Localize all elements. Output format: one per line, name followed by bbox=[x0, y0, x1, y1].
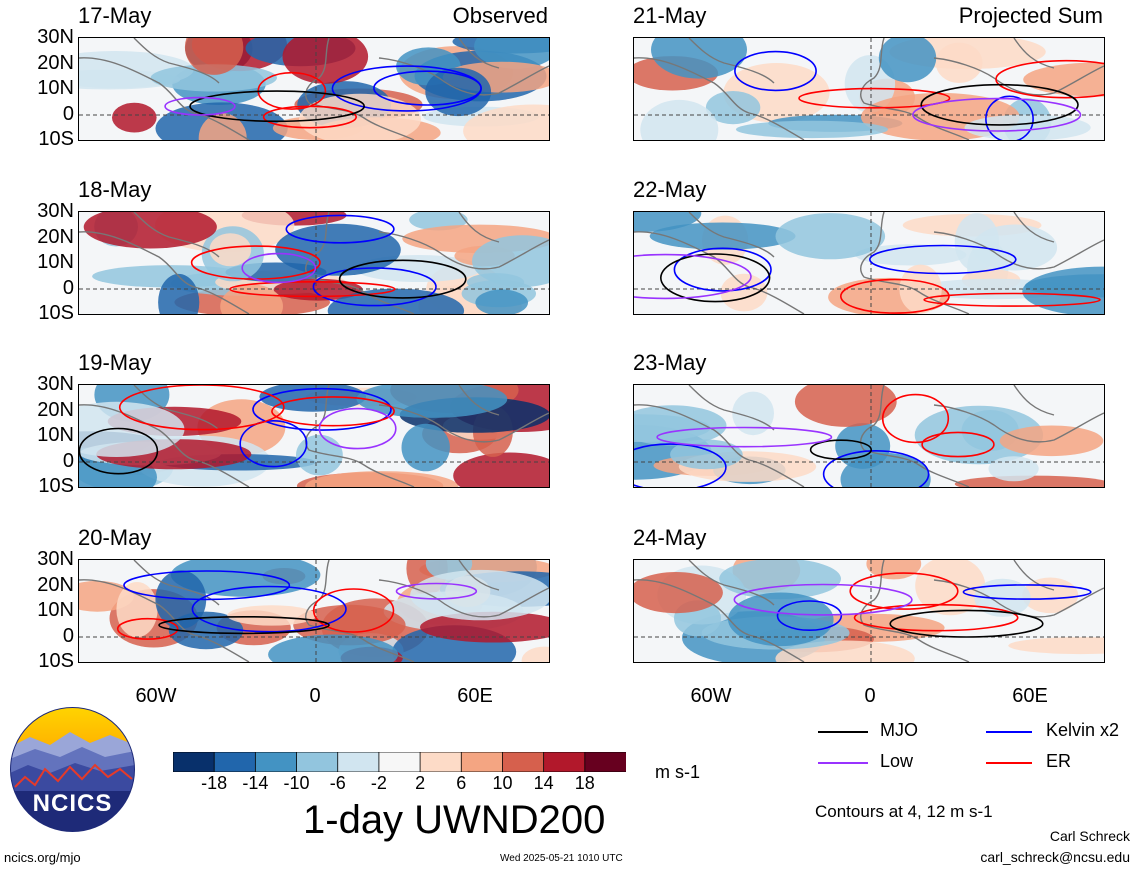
lat-label: 30N bbox=[37, 373, 74, 395]
lat-label: 10S bbox=[38, 650, 74, 672]
lat-label: 10S bbox=[38, 128, 74, 150]
colorbar-tick-label: -10 bbox=[283, 773, 310, 793]
ncics-logo-icon bbox=[10, 707, 135, 832]
contours-note: Contours at 4, 12 m s-1 bbox=[815, 802, 993, 821]
lat-label: 20N bbox=[37, 51, 74, 74]
colorbar-tick-label: -18 bbox=[201, 773, 228, 793]
colorbar-swatch bbox=[254, 751, 298, 773]
colorbar bbox=[172, 751, 627, 773]
colorbar-tick-label: -6 bbox=[329, 773, 346, 793]
lat-label: 0 bbox=[62, 449, 74, 472]
colorbar-swatch bbox=[172, 751, 216, 773]
colorbar-unit: m s-1 bbox=[655, 762, 700, 782]
panel-date-left-1: 18-May bbox=[78, 177, 152, 202]
colorbar-swatch bbox=[337, 751, 380, 773]
colorbar-tick-label: 6 bbox=[456, 773, 467, 793]
colorbar-swatch bbox=[213, 751, 257, 773]
map-panel-left-2 bbox=[78, 384, 550, 488]
colorbar-swatch bbox=[460, 751, 504, 773]
lat-label: 30N bbox=[37, 200, 74, 222]
colorbar-swatch bbox=[378, 751, 421, 773]
footer-site: ncics.org/mjo bbox=[4, 850, 81, 865]
footer-author: Carl Schreck bbox=[1049, 828, 1130, 844]
map-panel-left-3 bbox=[78, 559, 550, 663]
colorbar-tick-label: 18 bbox=[574, 773, 595, 793]
map-panel-right-0 bbox=[633, 37, 1105, 141]
lat-label: 20N bbox=[37, 225, 74, 248]
colorbar-swatch bbox=[543, 751, 586, 773]
figure-title: 1-day UWND200 bbox=[303, 798, 606, 842]
lon-label-left: 60W bbox=[135, 685, 177, 707]
lat-label: 0 bbox=[62, 624, 74, 647]
panel-date-right-3: 24-May bbox=[633, 525, 707, 550]
colorbar-tick-label: -14 bbox=[242, 773, 269, 793]
lon-label-right: 60W bbox=[690, 685, 732, 707]
panel-date-left-3: 20-May bbox=[78, 525, 152, 550]
lat-label: 20N bbox=[37, 573, 74, 596]
logo-text: NCICS bbox=[32, 790, 113, 817]
legend-line-er bbox=[986, 762, 1032, 764]
colorbar-swatch bbox=[502, 751, 545, 773]
lon-label-right: 60E bbox=[1012, 685, 1048, 707]
colorbar-tick-label: 14 bbox=[533, 773, 554, 793]
panel-date-right-2: 23-May bbox=[633, 350, 707, 375]
colorbar-swatch bbox=[584, 751, 627, 773]
map-field bbox=[634, 212, 1104, 314]
map-field bbox=[79, 560, 549, 662]
lat-label: 10N bbox=[37, 77, 74, 99]
colorbar-swatch bbox=[419, 751, 463, 773]
map-panel-right-2 bbox=[633, 384, 1105, 488]
legend-line-low bbox=[818, 762, 868, 764]
lat-label: 20N bbox=[37, 398, 74, 421]
lat-label: 10N bbox=[37, 251, 74, 273]
footer-timestamp: Wed 2025-05-21 1010 UTC bbox=[500, 853, 623, 864]
footer-email: carl_schreck@ncsu.edu bbox=[980, 849, 1130, 865]
panel-date-right-1: 22-May bbox=[633, 177, 707, 202]
ncics-logo: NCICS bbox=[10, 707, 135, 832]
lat-label: 10S bbox=[38, 475, 74, 497]
map-field bbox=[634, 38, 1104, 140]
panel-date-right-0: 21-May bbox=[633, 3, 707, 28]
lat-label: 30N bbox=[37, 548, 74, 570]
map-field bbox=[634, 385, 1104, 487]
panel-tag-left: Observed bbox=[452, 3, 548, 28]
map-panel-left-1 bbox=[78, 211, 550, 315]
map-field bbox=[79, 385, 549, 487]
legend-label-mjo: MJO bbox=[880, 720, 918, 740]
colorbar-swatch bbox=[296, 751, 339, 773]
lat-label: 30N bbox=[37, 26, 74, 48]
lat-label: 10S bbox=[38, 302, 74, 324]
colorbar-tick-label: 2 bbox=[415, 773, 426, 793]
lat-label: 10N bbox=[37, 599, 74, 621]
map-panel-right-1 bbox=[633, 211, 1105, 315]
panel-date-left-0: 17-May bbox=[78, 3, 152, 28]
map-field bbox=[79, 212, 549, 314]
map-field bbox=[79, 38, 549, 140]
legend-line-kelvin bbox=[986, 731, 1032, 733]
panel-date-left-2: 19-May bbox=[78, 350, 152, 375]
legend-label-kelvin: Kelvin x2 bbox=[1046, 720, 1120, 740]
lon-label-left: 60E bbox=[457, 685, 493, 707]
map-panel-right-3 bbox=[633, 559, 1105, 663]
map-panel-left-0 bbox=[78, 37, 550, 141]
legend-label-er: ER bbox=[1046, 751, 1072, 771]
lon-label-right: 0 bbox=[864, 685, 876, 707]
colorbar-tick-label: -2 bbox=[370, 773, 387, 793]
lat-label: 10N bbox=[37, 424, 74, 446]
lon-label-left: 0 bbox=[309, 685, 321, 707]
panel-tag-right: Projected Sum bbox=[958, 3, 1103, 28]
lat-label: 0 bbox=[62, 102, 74, 125]
map-field bbox=[634, 560, 1104, 662]
colorbar-swatches bbox=[172, 751, 627, 773]
lat-label: 0 bbox=[62, 276, 74, 299]
legend-line-mjo bbox=[818, 731, 868, 733]
colorbar-tick-label: 10 bbox=[492, 773, 513, 793]
legend-label-low: Low bbox=[880, 751, 914, 771]
